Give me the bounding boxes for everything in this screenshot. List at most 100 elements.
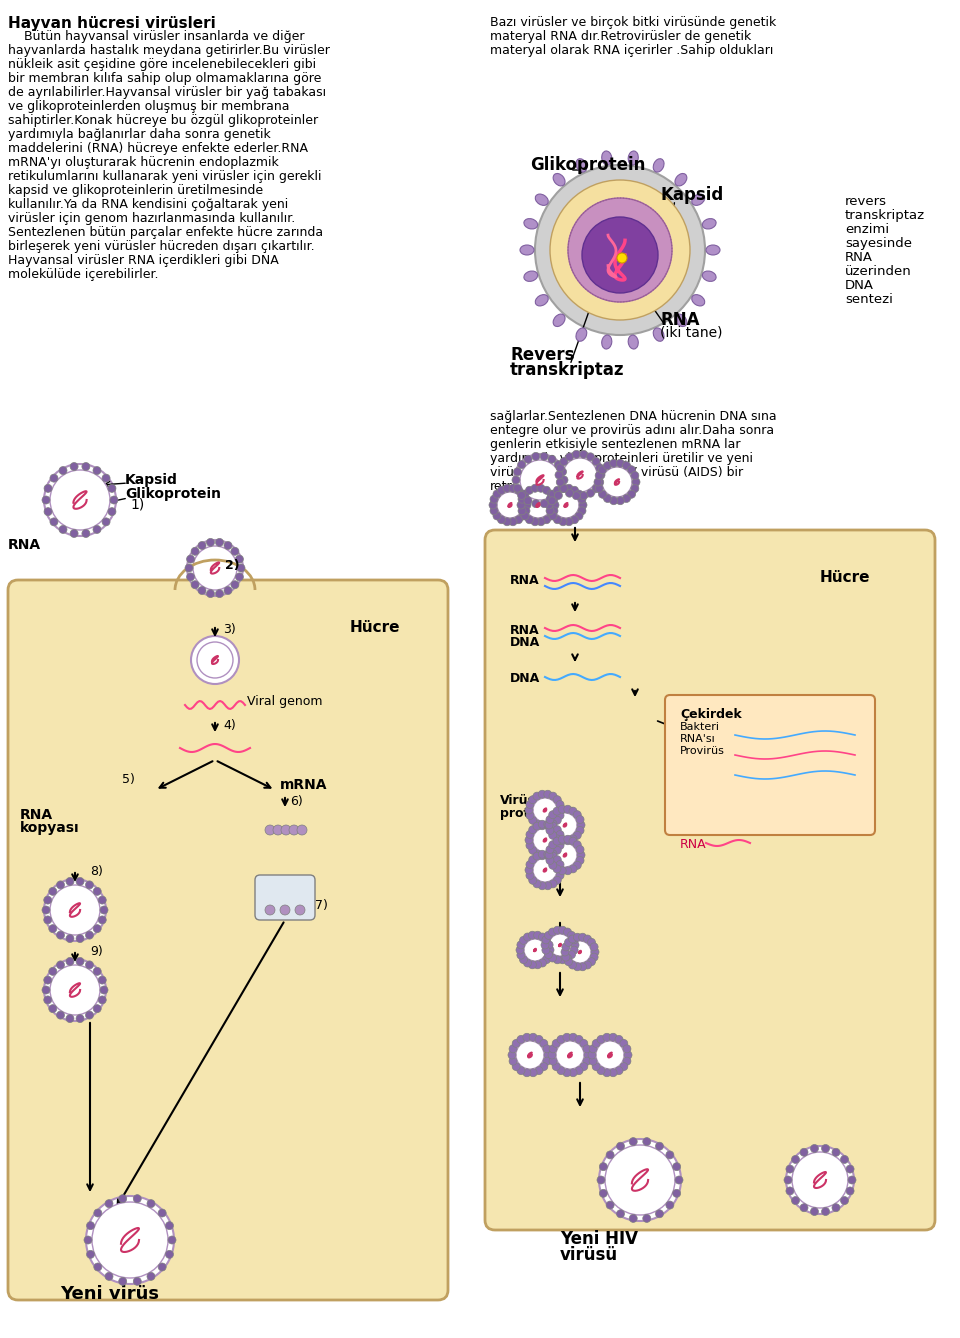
Circle shape xyxy=(587,490,594,498)
Circle shape xyxy=(546,856,554,864)
Circle shape xyxy=(547,807,583,843)
Circle shape xyxy=(580,1062,588,1070)
Circle shape xyxy=(557,805,565,814)
Circle shape xyxy=(553,843,577,867)
Circle shape xyxy=(564,938,572,946)
Circle shape xyxy=(599,1163,608,1171)
Circle shape xyxy=(610,1069,617,1077)
Circle shape xyxy=(810,1144,819,1152)
Circle shape xyxy=(568,198,672,302)
Circle shape xyxy=(517,460,526,468)
Circle shape xyxy=(524,496,532,504)
Circle shape xyxy=(592,1040,600,1048)
Ellipse shape xyxy=(553,314,565,326)
Circle shape xyxy=(543,850,552,858)
Circle shape xyxy=(559,468,566,476)
Circle shape xyxy=(197,642,233,678)
Text: RNA: RNA xyxy=(660,310,700,329)
Circle shape xyxy=(553,876,562,884)
Circle shape xyxy=(573,831,581,839)
Circle shape xyxy=(578,495,586,503)
Circle shape xyxy=(564,835,572,843)
Circle shape xyxy=(527,792,563,828)
Text: RNA: RNA xyxy=(680,839,707,851)
Circle shape xyxy=(533,822,541,830)
Circle shape xyxy=(604,462,612,470)
Circle shape xyxy=(784,1176,792,1184)
Ellipse shape xyxy=(536,194,548,205)
Circle shape xyxy=(49,925,57,933)
Circle shape xyxy=(57,961,64,969)
Circle shape xyxy=(542,486,550,494)
Circle shape xyxy=(584,935,591,943)
Text: 3): 3) xyxy=(223,624,236,637)
Circle shape xyxy=(533,820,541,828)
Circle shape xyxy=(573,933,582,941)
Circle shape xyxy=(76,958,84,966)
Circle shape xyxy=(66,1014,74,1022)
Circle shape xyxy=(550,507,558,515)
Circle shape xyxy=(553,814,577,838)
Circle shape xyxy=(616,459,624,467)
Ellipse shape xyxy=(628,151,638,165)
Text: Sentezlenen bütün parçalar enfekte hücre zarında: Sentezlenen bütün parçalar enfekte hücre… xyxy=(8,226,324,240)
Circle shape xyxy=(553,955,562,963)
Circle shape xyxy=(512,476,520,484)
Circle shape xyxy=(616,1143,625,1151)
Circle shape xyxy=(528,961,537,969)
Text: Kapsid: Kapsid xyxy=(660,186,723,203)
Circle shape xyxy=(98,896,107,904)
Ellipse shape xyxy=(692,194,705,205)
Text: de ayrılabilirler.Hayvansal virüsler bir yağ tabakası: de ayrılabilirler.Hayvansal virüsler bir… xyxy=(8,86,326,99)
Text: mRNA'yı oluşturarak hücrenin endoplazmik: mRNA'yı oluşturarak hücrenin endoplazmik xyxy=(8,157,278,169)
Circle shape xyxy=(558,836,566,844)
Circle shape xyxy=(572,451,581,459)
Circle shape xyxy=(631,471,638,479)
Circle shape xyxy=(523,959,532,967)
Circle shape xyxy=(519,937,527,945)
Circle shape xyxy=(545,951,553,959)
Text: revers: revers xyxy=(845,195,887,207)
Circle shape xyxy=(497,486,506,494)
Text: retikulumlarını kullanarak yeni virüsler için gerekli: retikulumlarını kullanarak yeni virüsler… xyxy=(8,170,322,183)
Circle shape xyxy=(543,1057,551,1065)
Circle shape xyxy=(554,491,563,499)
Circle shape xyxy=(623,1057,631,1065)
Circle shape xyxy=(557,1066,565,1074)
Circle shape xyxy=(590,953,598,961)
Circle shape xyxy=(548,455,556,463)
Circle shape xyxy=(565,490,573,498)
Circle shape xyxy=(533,858,557,882)
Circle shape xyxy=(165,1251,174,1258)
Circle shape xyxy=(629,1215,637,1223)
Circle shape xyxy=(215,538,224,546)
Circle shape xyxy=(529,856,537,864)
Circle shape xyxy=(559,926,566,934)
Circle shape xyxy=(553,816,562,824)
Circle shape xyxy=(800,1204,808,1212)
Circle shape xyxy=(98,995,107,1004)
Circle shape xyxy=(57,931,64,939)
Circle shape xyxy=(547,486,585,524)
Circle shape xyxy=(549,852,557,860)
Circle shape xyxy=(549,512,557,520)
Circle shape xyxy=(524,455,532,463)
Circle shape xyxy=(514,484,521,492)
Text: Hücre: Hücre xyxy=(820,570,871,585)
Circle shape xyxy=(532,499,540,507)
Text: hayvanlarda hastalık meydana getirirler.Bu virüsler: hayvanlarda hastalık meydana getirirler.… xyxy=(8,44,330,58)
Circle shape xyxy=(569,835,577,843)
Circle shape xyxy=(548,954,557,962)
Circle shape xyxy=(622,495,631,503)
Circle shape xyxy=(603,1033,611,1041)
Circle shape xyxy=(542,515,550,523)
Circle shape xyxy=(93,925,101,933)
Circle shape xyxy=(526,831,534,839)
Circle shape xyxy=(603,1069,611,1077)
Circle shape xyxy=(546,827,554,835)
Circle shape xyxy=(590,943,598,951)
Circle shape xyxy=(553,926,562,934)
Circle shape xyxy=(549,811,557,819)
Circle shape xyxy=(549,850,557,858)
Circle shape xyxy=(297,826,307,835)
